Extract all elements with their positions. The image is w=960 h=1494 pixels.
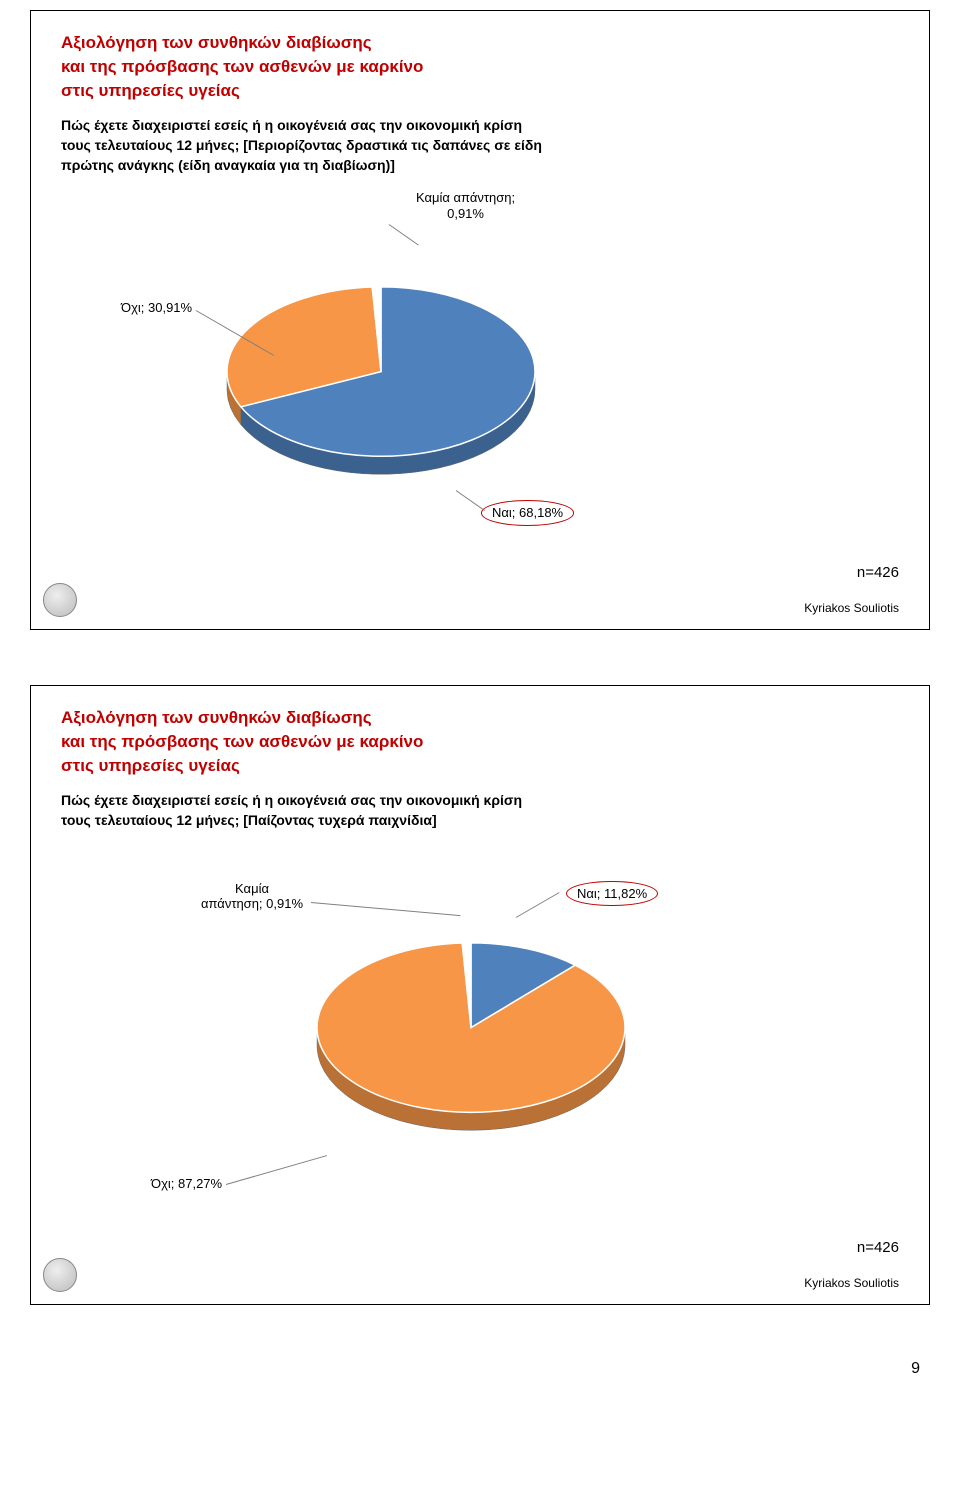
pie-chart-1: Καμία απάντηση; 0,91% Όχι; 30,91% Ναι; 6… [61, 190, 899, 610]
slide-subtitle: Πώς έχετε διαχειριστεί εσείς ή η οικογέν… [61, 116, 899, 175]
leader-line [389, 224, 419, 245]
slide-footer: n=426 Kyriakos Souliotis [804, 1239, 899, 1290]
sample-size: n=426 [804, 564, 899, 581]
title-line: στις υπηρεσίες υγείας [61, 79, 899, 103]
logo-icon [43, 1258, 77, 1292]
author-label: Kyriakos Souliotis [804, 601, 899, 615]
page-number: 9 [30, 1360, 930, 1378]
subtitle-line: Πώς έχετε διαχειριστεί εσείς ή η οικογέν… [61, 791, 899, 811]
pie-graphic [311, 906, 631, 1164]
slide-subtitle: Πώς έχετε διαχειριστεί εσείς ή η οικογέν… [61, 791, 899, 830]
slide-title: Αξιολόγηση των συνθηκών διαβίωσης και τη… [61, 706, 899, 777]
author-label: Kyriakos Souliotis [804, 1276, 899, 1290]
slide-2: Αξιολόγηση των συνθηκών διαβίωσης και τη… [30, 685, 930, 1305]
slice-label-yes-highlight: Ναι; 11,82% [566, 881, 658, 907]
subtitle-line: πρώτης ανάγκης (είδη αναγκαία για τη δια… [61, 156, 899, 176]
title-line: Αξιολόγηση των συνθηκών διαβίωσης [61, 31, 899, 55]
pie-graphic [221, 250, 541, 508]
subtitle-line: τους τελευταίους 12 μήνες; [Παίζοντας τυ… [61, 811, 899, 831]
slice-label-yes-highlight: Ναι; 68,18% [481, 500, 574, 526]
slice-label-no: Όχι; 30,91% [121, 300, 192, 316]
title-line: στις υπηρεσίες υγείας [61, 754, 899, 778]
slide-footer: n=426 Kyriakos Souliotis [804, 564, 899, 615]
subtitle-line: Πώς έχετε διαχειριστεί εσείς ή η οικογέν… [61, 116, 899, 136]
slice-label-none: Καμία απάντηση; 0,91% [201, 881, 303, 912]
sample-size: n=426 [804, 1239, 899, 1256]
slide-title: Αξιολόγηση των συνθηκών διαβίωσης και τη… [61, 31, 899, 102]
title-line: και της πρόσβασης των ασθενών με καρκίνο [61, 730, 899, 754]
slide-1: Αξιολόγηση των συνθηκών διαβίωσης και τη… [30, 10, 930, 630]
pie-chart-2: Καμία απάντηση; 0,91% Ναι; 11,82% Όχι; 8… [61, 846, 899, 1266]
title-line: Αξιολόγηση των συνθηκών διαβίωσης [61, 706, 899, 730]
slice-label-none: Καμία απάντηση; 0,91% [416, 190, 515, 221]
logo-icon [43, 583, 77, 617]
leader-line [226, 1155, 327, 1185]
subtitle-line: τους τελευταίους 12 μήνες; [Περιορίζοντα… [61, 136, 899, 156]
title-line: και της πρόσβασης των ασθενών με καρκίνο [61, 55, 899, 79]
slice-label-no: Όχι; 87,27% [151, 1176, 222, 1192]
